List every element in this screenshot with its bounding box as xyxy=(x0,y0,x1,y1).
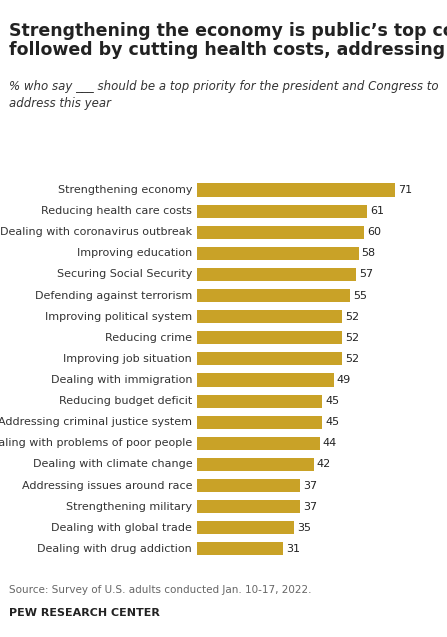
Text: Dealing with climate change: Dealing with climate change xyxy=(33,459,192,469)
Text: 42: 42 xyxy=(317,459,331,469)
Bar xyxy=(197,247,358,260)
Text: 58: 58 xyxy=(362,248,375,259)
Bar xyxy=(197,204,367,218)
Text: 52: 52 xyxy=(345,354,359,364)
Text: 37: 37 xyxy=(303,502,317,512)
Text: 60: 60 xyxy=(367,227,381,237)
Text: Strengthening military: Strengthening military xyxy=(66,502,192,512)
Bar xyxy=(197,458,314,471)
Text: 71: 71 xyxy=(398,185,412,195)
Bar xyxy=(197,521,295,534)
Bar xyxy=(197,542,283,555)
Text: 37: 37 xyxy=(303,480,317,490)
Text: Reducing budget deficit: Reducing budget deficit xyxy=(59,396,192,406)
Bar xyxy=(197,394,322,408)
Text: Dealing with drug addiction: Dealing with drug addiction xyxy=(38,544,192,554)
Text: % who say ___ should be a top priority for the president and Congress to
address: % who say ___ should be a top priority f… xyxy=(9,80,439,110)
Text: Dealing with coronavirus outbreak: Dealing with coronavirus outbreak xyxy=(0,227,192,237)
Text: 55: 55 xyxy=(353,290,367,301)
Text: Source: Survey of U.S. adults conducted Jan. 10-17, 2022.: Source: Survey of U.S. adults conducted … xyxy=(9,585,312,595)
Bar xyxy=(197,225,364,239)
Text: Improving political system: Improving political system xyxy=(45,311,192,322)
Bar xyxy=(197,373,333,387)
Bar xyxy=(197,437,320,450)
Bar xyxy=(197,183,395,197)
Text: Dealing with immigration: Dealing with immigration xyxy=(51,375,192,385)
Text: Improving education: Improving education xyxy=(77,248,192,259)
Text: 45: 45 xyxy=(325,396,339,406)
Text: 35: 35 xyxy=(297,523,311,533)
Text: PEW RESEARCH CENTER: PEW RESEARCH CENTER xyxy=(9,608,160,619)
Text: Securing Social Security: Securing Social Security xyxy=(57,269,192,280)
Bar xyxy=(197,416,322,429)
Text: Reducing health care costs: Reducing health care costs xyxy=(41,206,192,216)
Text: Addressing issues around race: Addressing issues around race xyxy=(22,480,192,490)
Bar xyxy=(197,310,342,323)
Text: 31: 31 xyxy=(286,544,300,554)
Text: 49: 49 xyxy=(336,375,350,385)
Bar xyxy=(197,352,342,366)
Text: Dealing with problems of poor people: Dealing with problems of poor people xyxy=(0,438,192,448)
Text: 52: 52 xyxy=(345,333,359,343)
Text: Dealing with global trade: Dealing with global trade xyxy=(51,523,192,533)
Bar xyxy=(197,479,300,492)
Text: Improving job situation: Improving job situation xyxy=(63,354,192,364)
Text: Reducing crime: Reducing crime xyxy=(105,333,192,343)
Bar xyxy=(197,268,356,281)
Bar xyxy=(197,289,350,302)
Text: Strengthening the economy is public’s top concern,: Strengthening the economy is public’s to… xyxy=(9,22,447,40)
Text: 57: 57 xyxy=(358,269,373,280)
Text: 52: 52 xyxy=(345,311,359,322)
Text: 44: 44 xyxy=(322,438,337,448)
Text: 61: 61 xyxy=(370,206,384,216)
Text: followed by cutting health costs, addressing COVID-19: followed by cutting health costs, addres… xyxy=(9,41,447,59)
Text: Addressing criminal justice system: Addressing criminal justice system xyxy=(0,417,192,427)
Bar xyxy=(197,331,342,345)
Bar xyxy=(197,500,300,513)
Text: Defending against terrorism: Defending against terrorism xyxy=(35,290,192,301)
Text: Strengthening economy: Strengthening economy xyxy=(58,185,192,195)
Text: 45: 45 xyxy=(325,417,339,427)
